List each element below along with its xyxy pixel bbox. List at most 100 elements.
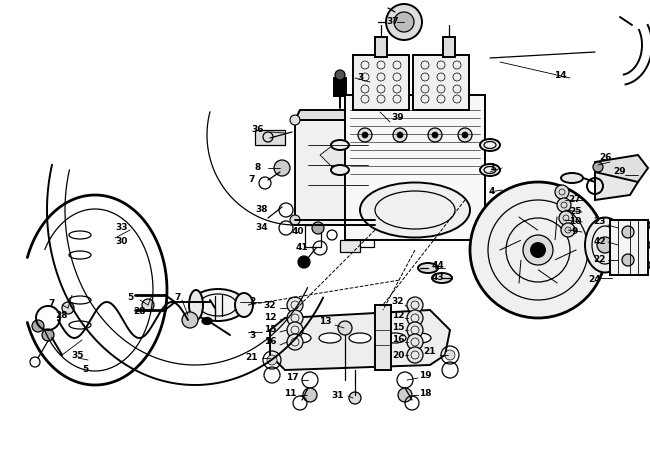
Bar bbox=[470, 240, 490, 252]
Text: 5: 5 bbox=[127, 294, 133, 303]
Ellipse shape bbox=[189, 290, 203, 320]
Text: 27: 27 bbox=[569, 196, 581, 204]
Circle shape bbox=[290, 215, 300, 225]
Ellipse shape bbox=[331, 140, 349, 150]
Text: 31: 31 bbox=[332, 390, 344, 400]
Circle shape bbox=[407, 322, 423, 338]
Circle shape bbox=[267, 355, 277, 365]
Circle shape bbox=[557, 198, 571, 212]
Text: 32: 32 bbox=[392, 298, 404, 307]
Text: 7: 7 bbox=[49, 299, 55, 308]
Polygon shape bbox=[375, 110, 380, 220]
Circle shape bbox=[523, 235, 553, 265]
Circle shape bbox=[462, 132, 468, 138]
Text: 21: 21 bbox=[246, 353, 258, 362]
Text: 28: 28 bbox=[134, 308, 146, 317]
Bar bbox=[358, 225, 374, 247]
Bar bbox=[255, 130, 285, 145]
Text: 11: 11 bbox=[284, 389, 296, 397]
Text: 15: 15 bbox=[392, 323, 404, 333]
Text: 12: 12 bbox=[392, 310, 404, 319]
Circle shape bbox=[561, 223, 575, 237]
Bar bbox=[334, 78, 346, 96]
Text: 29: 29 bbox=[614, 168, 627, 177]
Circle shape bbox=[370, 115, 380, 125]
Text: 18: 18 bbox=[419, 389, 431, 397]
Circle shape bbox=[274, 160, 290, 176]
Circle shape bbox=[287, 310, 303, 326]
Bar bbox=[413, 55, 469, 110]
Text: 28: 28 bbox=[56, 310, 68, 319]
Circle shape bbox=[287, 334, 303, 350]
Text: 38: 38 bbox=[255, 206, 268, 215]
Polygon shape bbox=[595, 155, 648, 182]
Circle shape bbox=[445, 350, 455, 360]
Circle shape bbox=[398, 388, 412, 402]
Ellipse shape bbox=[349, 333, 371, 343]
Text: 36: 36 bbox=[252, 125, 265, 135]
Text: 43: 43 bbox=[432, 274, 445, 283]
Polygon shape bbox=[320, 140, 358, 175]
Text: 40: 40 bbox=[292, 227, 304, 236]
Circle shape bbox=[470, 182, 606, 318]
Text: 8: 8 bbox=[255, 164, 261, 173]
Text: 30: 30 bbox=[116, 237, 128, 246]
Ellipse shape bbox=[432, 273, 452, 283]
Circle shape bbox=[397, 132, 403, 138]
Ellipse shape bbox=[418, 263, 438, 273]
Text: 33: 33 bbox=[116, 223, 128, 232]
Circle shape bbox=[287, 322, 303, 338]
Text: 24: 24 bbox=[589, 275, 601, 284]
Circle shape bbox=[42, 329, 54, 341]
Text: 34: 34 bbox=[255, 223, 268, 232]
Circle shape bbox=[303, 388, 317, 402]
Circle shape bbox=[394, 12, 414, 32]
Text: 15: 15 bbox=[264, 326, 276, 334]
Text: 22: 22 bbox=[593, 255, 606, 265]
Text: 2: 2 bbox=[249, 298, 255, 307]
Text: 39: 39 bbox=[392, 114, 404, 122]
Circle shape bbox=[555, 185, 569, 199]
Text: 26: 26 bbox=[599, 154, 611, 163]
Circle shape bbox=[182, 312, 198, 328]
Ellipse shape bbox=[235, 293, 253, 317]
Circle shape bbox=[335, 70, 345, 80]
Bar bbox=[375, 305, 391, 370]
Circle shape bbox=[393, 128, 407, 142]
Ellipse shape bbox=[289, 333, 311, 343]
Ellipse shape bbox=[331, 165, 349, 175]
Bar bbox=[345, 95, 485, 240]
Text: 42: 42 bbox=[593, 237, 606, 246]
Circle shape bbox=[622, 254, 634, 266]
Ellipse shape bbox=[190, 289, 246, 321]
Text: 19: 19 bbox=[419, 371, 432, 380]
Text: 16: 16 bbox=[264, 337, 276, 347]
Circle shape bbox=[370, 215, 380, 225]
Text: 37: 37 bbox=[387, 18, 399, 26]
Text: 44: 44 bbox=[432, 260, 445, 270]
Text: 23: 23 bbox=[593, 217, 606, 226]
Circle shape bbox=[407, 347, 423, 363]
Circle shape bbox=[432, 132, 438, 138]
Text: 21: 21 bbox=[424, 347, 436, 357]
Text: 12: 12 bbox=[264, 313, 276, 323]
Ellipse shape bbox=[480, 139, 500, 151]
Ellipse shape bbox=[561, 173, 583, 183]
Circle shape bbox=[62, 302, 74, 314]
Circle shape bbox=[362, 132, 368, 138]
Ellipse shape bbox=[319, 333, 341, 343]
Text: 3: 3 bbox=[357, 73, 363, 82]
Circle shape bbox=[407, 334, 423, 350]
Text: 1: 1 bbox=[489, 164, 495, 173]
Ellipse shape bbox=[202, 318, 212, 324]
Polygon shape bbox=[595, 168, 638, 200]
Ellipse shape bbox=[585, 217, 625, 273]
Circle shape bbox=[593, 162, 603, 172]
Polygon shape bbox=[270, 310, 450, 370]
Ellipse shape bbox=[409, 333, 431, 343]
Text: 17: 17 bbox=[286, 374, 298, 382]
Bar bbox=[353, 55, 409, 110]
Text: 7: 7 bbox=[249, 175, 255, 184]
Text: 5: 5 bbox=[82, 366, 88, 375]
Polygon shape bbox=[295, 110, 380, 120]
